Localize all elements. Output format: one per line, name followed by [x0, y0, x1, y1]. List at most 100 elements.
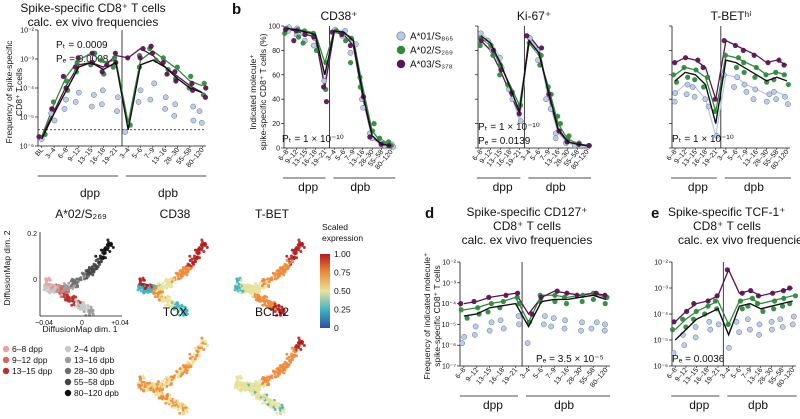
data-point-a01 — [516, 321, 522, 328]
diffusion-cell-point — [258, 281, 262, 285]
diffusion-cell-point — [274, 272, 278, 276]
diffusion-cell-point — [152, 291, 156, 295]
data-point-a01 — [741, 81, 748, 88]
data-point-a02 — [160, 55, 166, 61]
diffusion-cell-point — [192, 352, 196, 356]
diffusion-cell-point — [180, 274, 184, 278]
diffusion-cell-point — [84, 269, 88, 273]
colorbar-tick-label: 0.25 — [334, 305, 351, 315]
data-point-a01 — [477, 30, 484, 37]
diffusion-cell-point — [165, 376, 169, 380]
diffusion-cell-point — [277, 372, 281, 376]
diffusion-cell-point — [169, 305, 173, 309]
diffusion-cell-point — [152, 389, 156, 393]
y-tick-label: 10⁻² — [442, 260, 456, 267]
diffusion-map-title: CD38 — [160, 207, 191, 221]
data-point-a02 — [552, 292, 558, 298]
diffusion-cell-point — [184, 307, 188, 311]
diffusion-cell-point — [179, 307, 183, 311]
panel-a-stat-1: Pₜ = 0.0009 — [56, 40, 108, 51]
diffusion-cell-point — [237, 285, 241, 289]
data-point-a01 — [771, 89, 777, 95]
diffusion-cell-point — [285, 267, 289, 271]
data-point-a01 — [691, 93, 698, 100]
data-point-a03 — [458, 301, 464, 307]
diffusion-cell-point — [257, 290, 261, 294]
panel-a-title-2: calc. ex vivo frequencies — [28, 15, 159, 29]
data-point-a03 — [60, 73, 66, 79]
data-point-a03 — [740, 47, 747, 54]
time-legend-marker — [2, 345, 10, 353]
y-tick-label: 80 — [272, 48, 280, 55]
data-point-a03 — [89, 50, 95, 56]
diffusion-cell-point — [75, 283, 79, 287]
diffusion-cell-point — [59, 286, 63, 290]
panel-a-group-dpp: dpp — [80, 186, 100, 200]
data-point-a02 — [488, 301, 494, 307]
diffusion-cell-point — [265, 397, 269, 401]
data-point-a03 — [732, 42, 739, 49]
time-legend-label: 13–15 dpp — [12, 366, 52, 376]
diffusion-cell-point — [242, 382, 246, 386]
diffusion-cell-point — [249, 291, 253, 295]
diffusion-cell-point — [193, 259, 197, 263]
data-point-a03 — [524, 33, 530, 39]
data-point-a01 — [147, 96, 154, 103]
data-point-a01 — [747, 326, 753, 333]
diffusion-cell-point — [163, 284, 167, 288]
data-point-a01 — [715, 321, 722, 328]
diffusion-cell-point — [299, 249, 303, 253]
diffusion-cell-point — [260, 382, 264, 386]
diffusion-cell-point — [184, 368, 188, 372]
data-point-a01 — [562, 317, 568, 324]
legend-marker-a03 — [396, 59, 406, 69]
y-tick-label: 60 — [272, 72, 280, 79]
data-point-a01 — [51, 117, 58, 124]
data-point-a02 — [754, 301, 761, 307]
diffusion-map-title: A*02/S₂₆₉ — [55, 207, 107, 221]
diffusion-cell-point — [250, 295, 254, 299]
diffusion-cell-point — [177, 402, 181, 406]
diffusion-cell-point — [165, 394, 169, 398]
diffusion-cell-point — [195, 354, 199, 358]
diffusion-cell-point — [164, 401, 168, 405]
diffusion-cell-point — [262, 296, 266, 300]
diffusion-cell-point — [246, 289, 250, 293]
diffusion-cell-point — [285, 352, 289, 356]
diffusion-cell-point — [147, 286, 151, 290]
diffusion-cell-point — [302, 245, 306, 249]
diffusion-cell-point — [45, 279, 49, 283]
data-point-a01 — [88, 103, 95, 110]
diffusion-cell-point — [91, 273, 95, 277]
diffusion-cell-point — [195, 256, 199, 260]
median-line — [463, 294, 607, 328]
data-point-a01 — [726, 344, 732, 351]
diffusion-cell-point — [94, 267, 98, 271]
dm-xtick-label: 0 — [80, 320, 84, 327]
diffusion-cell-point — [158, 388, 162, 392]
data-point-a02 — [555, 113, 561, 119]
data-point-a02 — [705, 303, 711, 309]
diffusion-cell-point — [274, 370, 278, 374]
panel-e-plot: 10⁻⁶10⁻⁵10⁻⁴10⁻³10⁻²6–89–1213–1516–1819–… — [654, 260, 799, 412]
diffusion-cell-point — [253, 295, 257, 299]
diffusion-cell-point — [262, 278, 266, 282]
diffusion-cell-point — [144, 387, 148, 391]
data-point-a01 — [689, 84, 696, 90]
diffusion-cell-point — [169, 283, 173, 287]
diffusion-cell-point — [262, 299, 266, 303]
time-legend-marker — [64, 367, 72, 375]
diffusion-cell-point — [188, 365, 192, 369]
diffusion-cell-point — [202, 249, 206, 253]
y-tick-label: 10⁻² — [20, 28, 34, 35]
diffusion-cell-point — [140, 383, 144, 387]
data-point-a03 — [173, 78, 179, 84]
data-point-a01 — [763, 98, 770, 105]
data-point-a01 — [743, 89, 750, 95]
diffusion-cell-point — [58, 291, 62, 295]
diffusion-cell-point — [290, 248, 294, 252]
diffusion-cell-point — [292, 256, 296, 260]
data-point-a03 — [203, 85, 209, 91]
diffusion-cell-point — [280, 311, 284, 315]
diffusion-cell-point — [111, 245, 115, 249]
